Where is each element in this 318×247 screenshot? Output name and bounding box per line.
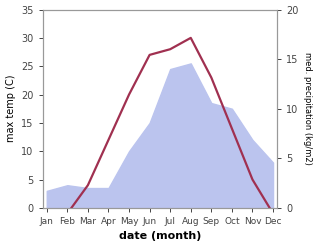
Y-axis label: max temp (C): max temp (C): [5, 75, 16, 143]
X-axis label: date (month): date (month): [119, 231, 201, 242]
Y-axis label: med. precipitation (kg/m2): med. precipitation (kg/m2): [303, 52, 313, 165]
